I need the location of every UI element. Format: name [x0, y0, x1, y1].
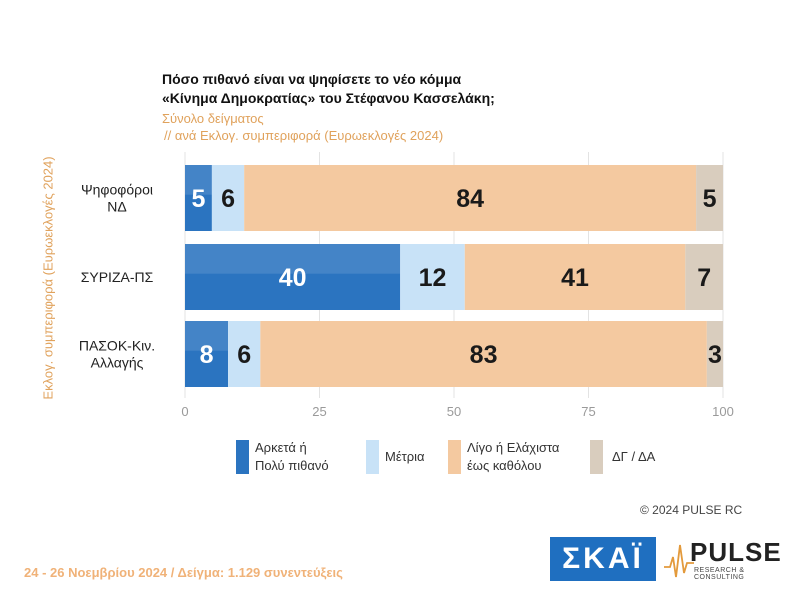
- bar-segment: [400, 244, 465, 310]
- data-label: 5: [191, 185, 205, 213]
- bar-segment: [185, 321, 229, 387]
- copyright: © 2024 PULSE RC: [640, 503, 743, 517]
- bar-segment-shine: [185, 244, 401, 274]
- bar-segment: [185, 244, 401, 310]
- legend-swatch-unlikely: [448, 440, 461, 474]
- pulse-logo-subtext: RESEARCH & CONSULTING: [694, 567, 745, 581]
- data-label: 8: [200, 341, 214, 369]
- chart-title: Πόσο πιθανό είναι να ψηφίσετε το νέο κόμ…: [162, 70, 495, 108]
- x-tick-label: 0: [181, 404, 188, 419]
- category-label: ΝΔ: [107, 199, 126, 215]
- bar-segment: [696, 165, 723, 231]
- x-tick-label: 75: [581, 404, 595, 419]
- subtitle-line-2: // ανά Εκλογ. συμπεριφορά (Ευρωεκλογές 2…: [164, 128, 444, 143]
- legend-label-very-likely: Αρκετά ή Πολύ πιθανό: [255, 439, 329, 475]
- skai-logo-text: ΣΚΑΪ: [562, 542, 644, 575]
- bar-segment: [228, 321, 261, 387]
- category-label: ΠΑΣΟΚ-Κιν.: [79, 338, 155, 354]
- x-tick-label: 25: [312, 404, 326, 419]
- bar-segment-shine: [185, 321, 229, 351]
- skai-logo: ΣΚΑΪ: [550, 537, 656, 581]
- chart-title-line-2: «Κίνημα Δημοκρατίας» του Στέφανου Κασσελ…: [162, 90, 495, 106]
- data-label: 41: [561, 264, 589, 292]
- category-label: ΣΥΡΙΖΑ-ΠΣ: [81, 269, 154, 285]
- category-label: Αλλαγής: [91, 355, 144, 371]
- data-label: 12: [419, 264, 447, 292]
- x-tick-label: 50: [447, 404, 461, 419]
- chart-title-line-1: Πόσο πιθανό είναι να ψηφίσετε το νέο κόμ…: [162, 71, 462, 87]
- data-label: 40: [279, 264, 307, 292]
- category-label: Ψηφοφόροι: [81, 182, 153, 198]
- bar-segment: [211, 165, 245, 231]
- data-label: 6: [237, 341, 251, 369]
- legend-swatch-dk-na: [590, 440, 603, 474]
- legend-label-unlikely: Λίγο ή Ελάχιστα έως καθόλου: [467, 439, 559, 475]
- legend-swatch-moderate: [366, 440, 379, 474]
- bar-segment: [464, 244, 686, 310]
- legend-label-unlikely-line-1: Λίγο ή Ελάχιστα: [467, 440, 560, 455]
- x-tick-label: 100: [712, 404, 734, 419]
- footer-sample-info: 24 - 26 Νοεμβρίου 2024 / Δείγμα: 1.129 σ…: [24, 565, 343, 580]
- bar-segment: [706, 321, 723, 387]
- legend-label-dk-na: ΔΓ / ΔΑ: [612, 449, 656, 464]
- bar-segment-shine: [185, 165, 212, 195]
- bar-segment: [685, 244, 723, 310]
- data-label: 3: [708, 341, 722, 369]
- legend-swatch-very-likely: [236, 440, 249, 474]
- legend-label-very-likely-line-1: Αρκετά ή: [255, 440, 307, 455]
- pulse-logo: PULSE RESEARCH & CONSULTING: [664, 537, 784, 581]
- pulse-wave-icon: [664, 544, 694, 578]
- data-label: 5: [703, 185, 717, 213]
- legend-label-unlikely-line-2: έως καθόλου: [467, 458, 542, 473]
- legend-label-moderate: Μέτρια: [385, 449, 425, 464]
- data-label: 7: [697, 264, 711, 292]
- bar-segment: [260, 321, 707, 387]
- data-label: 84: [456, 185, 484, 213]
- bar-segment: [185, 165, 212, 231]
- subtitle-line-1: Σύνολο δείγματος: [162, 111, 264, 126]
- bar-segment: [244, 165, 697, 231]
- chart-subtitle: Σύνολο δείγματος // ανά Εκλογ. συμπεριφο…: [162, 110, 443, 144]
- data-label: 6: [221, 185, 235, 213]
- pulse-logo-text: PULSE: [690, 537, 782, 567]
- legend-label-very-likely-line-2: Πολύ πιθανό: [255, 458, 329, 473]
- data-label: 83: [470, 341, 498, 369]
